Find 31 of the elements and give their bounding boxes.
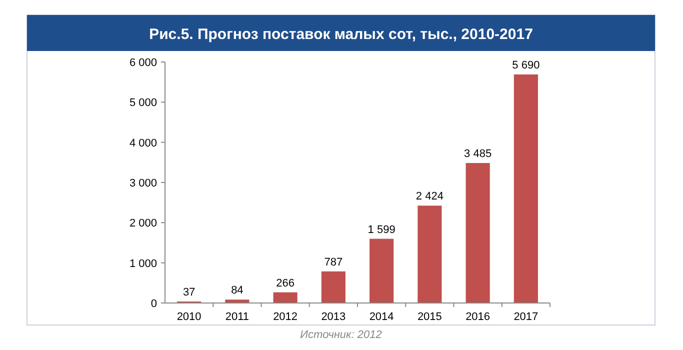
data-label: 787 [324,256,343,268]
bar [466,163,490,303]
data-label: 3 485 [464,148,492,160]
y-tick-label: 6 000 [129,57,157,69]
x-tick-label: 2014 [369,311,394,323]
x-tick-label: 2017 [514,311,538,323]
data-label: 37 [182,286,196,299]
y-tick-label: 3 000 [129,178,157,190]
y-tick-label: 4 000 [129,137,157,150]
x-tick-label: 2016 [466,311,490,323]
y-tick-label: 1 000 [129,258,157,270]
chart-title: Рис.5. Прогноз поставок малых сот, тыс., 2010-2017 [149,26,533,43]
y-tick-label: 0 [150,298,157,310]
x-tick-label: 2015 [417,311,442,323]
data-label: 266 [276,277,294,290]
data-label: 84 [231,284,244,297]
data-label: 1 599 [368,224,396,236]
bar [514,74,538,303]
x-tick-label: 2011 [225,311,250,323]
bar [418,206,442,303]
bar [273,292,298,303]
data-label: 5 690 [512,59,540,72]
x-tick-label: 2012 [273,311,298,323]
y-tick-label: 2 000 [129,218,157,230]
data-label: 2 424 [416,190,444,203]
x-tick-label: 2013 [321,311,346,323]
text: Источник: 2012 [300,329,382,341]
bar [370,238,394,303]
y-tick-label: 5 000 [129,97,157,110]
x-tick-label: 2010 [176,311,202,323]
bar [321,271,346,303]
